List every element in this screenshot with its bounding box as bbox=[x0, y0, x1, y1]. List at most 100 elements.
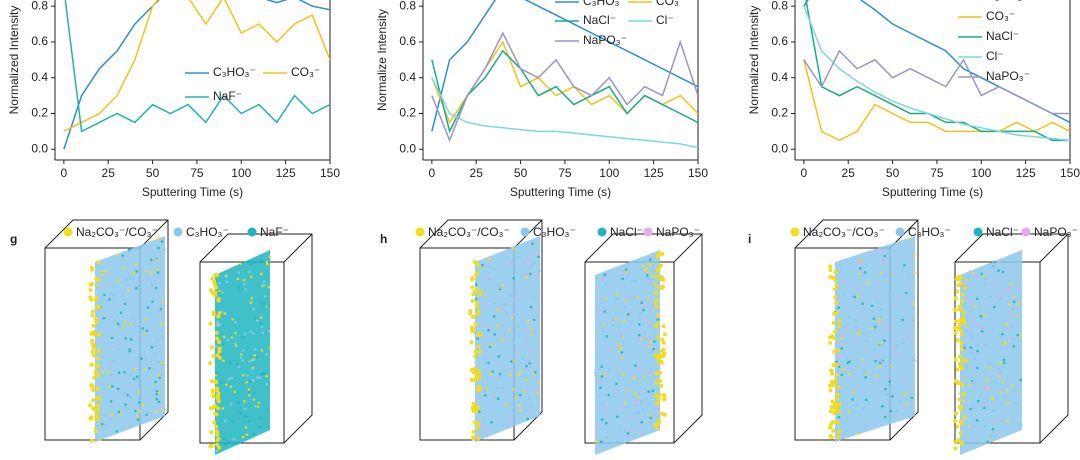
particle bbox=[961, 315, 966, 320]
particle bbox=[91, 398, 96, 403]
particle bbox=[470, 406, 475, 411]
y-tick-label: 0.8 bbox=[399, 0, 416, 12]
particle bbox=[836, 408, 841, 413]
particle bbox=[215, 433, 220, 438]
particle bbox=[227, 377, 231, 381]
particle bbox=[629, 320, 633, 324]
particle bbox=[660, 338, 665, 343]
particle bbox=[999, 334, 1002, 337]
particle bbox=[210, 290, 215, 295]
particle bbox=[969, 346, 973, 349]
particle bbox=[639, 402, 643, 405]
particle bbox=[501, 386, 505, 390]
particle bbox=[214, 424, 219, 429]
particle bbox=[657, 353, 662, 358]
particle bbox=[983, 313, 987, 317]
particle bbox=[215, 372, 219, 375]
particle bbox=[997, 374, 1001, 378]
particle bbox=[643, 335, 647, 339]
y-axis-label: Normalized Intensity bbox=[7, 6, 21, 115]
particle bbox=[841, 343, 845, 347]
particle bbox=[126, 394, 130, 397]
particle bbox=[94, 363, 99, 368]
particle bbox=[907, 274, 910, 277]
particle bbox=[828, 275, 833, 280]
particle bbox=[230, 376, 234, 380]
legend-label: C₃HO₃⁻ bbox=[533, 225, 576, 239]
particle bbox=[653, 340, 656, 343]
y-tick-label: 0.6 bbox=[31, 34, 48, 48]
particle bbox=[983, 388, 986, 391]
particle bbox=[245, 433, 249, 436]
particle bbox=[872, 317, 876, 321]
particle bbox=[221, 407, 225, 410]
particle bbox=[216, 406, 221, 411]
particle bbox=[135, 263, 139, 266]
particle bbox=[252, 307, 255, 310]
particle bbox=[983, 343, 986, 347]
particle bbox=[530, 333, 533, 337]
particle bbox=[500, 339, 504, 342]
particle bbox=[241, 358, 245, 362]
particle bbox=[239, 356, 243, 360]
particle bbox=[95, 313, 99, 317]
panel-label: i bbox=[748, 232, 751, 246]
particle bbox=[535, 388, 538, 392]
y-tick-label: 0.4 bbox=[31, 70, 48, 84]
particle bbox=[538, 269, 541, 272]
particle bbox=[154, 410, 158, 413]
particle bbox=[960, 292, 965, 297]
particle bbox=[230, 403, 233, 406]
particle bbox=[646, 262, 650, 265]
particle bbox=[110, 336, 114, 340]
particle bbox=[259, 272, 263, 276]
particle bbox=[957, 397, 962, 402]
particle bbox=[603, 297, 607, 300]
particle bbox=[840, 336, 843, 340]
x-tick-label: 150 bbox=[688, 166, 708, 180]
particle bbox=[119, 311, 123, 314]
particle bbox=[238, 365, 241, 369]
panel-label: g bbox=[10, 232, 17, 246]
particle bbox=[870, 304, 874, 307]
particle bbox=[111, 294, 114, 297]
particle bbox=[875, 374, 879, 378]
particle bbox=[1019, 300, 1022, 303]
series-line bbox=[803, 59, 1070, 142]
particle bbox=[954, 319, 959, 324]
particle bbox=[209, 345, 214, 350]
y-tick-label: 0.6 bbox=[399, 34, 416, 48]
particle bbox=[1008, 324, 1012, 328]
legend-label: NaF⁻ bbox=[213, 89, 242, 103]
particle bbox=[215, 336, 220, 341]
particle bbox=[502, 423, 506, 427]
particle bbox=[654, 323, 659, 328]
particle bbox=[252, 432, 256, 436]
x-tick-label: 25 bbox=[470, 166, 484, 180]
particle bbox=[252, 358, 256, 361]
particle bbox=[973, 357, 976, 360]
particle bbox=[1001, 379, 1004, 383]
particle bbox=[955, 424, 960, 429]
particle bbox=[953, 307, 958, 312]
series-line bbox=[431, 77, 698, 149]
particle bbox=[137, 390, 141, 394]
particle bbox=[537, 255, 540, 259]
y-tick-label: 0.2 bbox=[399, 106, 416, 120]
particle bbox=[150, 261, 153, 265]
particle bbox=[656, 421, 661, 426]
particle bbox=[100, 422, 104, 426]
particle bbox=[847, 315, 851, 319]
particle bbox=[659, 383, 664, 388]
particle bbox=[255, 319, 259, 323]
particle bbox=[129, 277, 133, 280]
particle bbox=[519, 393, 522, 397]
particle bbox=[470, 276, 475, 281]
particle bbox=[250, 367, 254, 371]
particle bbox=[836, 348, 841, 353]
particle bbox=[833, 401, 838, 406]
series-line bbox=[63, 0, 330, 133]
particle bbox=[633, 391, 637, 395]
particle bbox=[211, 394, 216, 399]
particle bbox=[94, 316, 99, 321]
